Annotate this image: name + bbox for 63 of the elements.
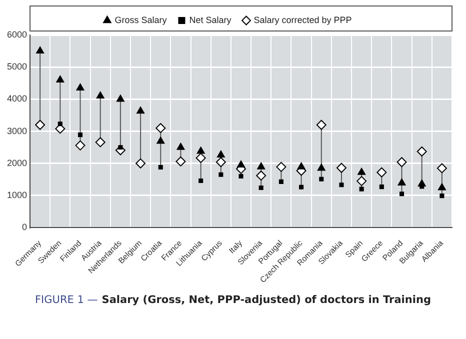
point <box>216 157 226 168</box>
point <box>359 186 364 192</box>
point <box>418 179 426 186</box>
point <box>316 120 326 130</box>
point <box>416 146 427 157</box>
point <box>218 172 224 177</box>
point <box>196 146 205 154</box>
point <box>78 132 83 138</box>
point <box>398 178 406 186</box>
point <box>317 164 326 171</box>
y-tick-label: 1000 <box>6 190 28 200</box>
point <box>158 164 163 170</box>
y-tick-label: 3000 <box>6 126 28 136</box>
point <box>136 158 146 168</box>
point <box>136 106 145 114</box>
point <box>35 120 46 130</box>
point <box>36 46 44 54</box>
point <box>95 137 106 148</box>
point <box>156 136 165 144</box>
point <box>58 122 62 126</box>
point <box>238 174 244 179</box>
point <box>276 162 286 172</box>
point <box>438 183 446 190</box>
point <box>379 184 384 190</box>
point <box>237 160 245 168</box>
point <box>436 163 447 174</box>
y-tick-label: 5000 <box>6 62 28 72</box>
point <box>376 167 387 178</box>
point <box>339 182 344 188</box>
point <box>56 75 64 82</box>
legend-label: Gross Salary <box>114 14 168 25</box>
legend-label: Net Salary <box>189 14 232 25</box>
point <box>118 145 123 150</box>
point <box>399 192 404 196</box>
text: Salary (Gross, Net, PPP-adjusted) of doctors in Training <box>102 294 431 306</box>
point <box>198 178 204 183</box>
point <box>256 170 266 181</box>
y-tick-label: 6000 <box>6 29 28 40</box>
point <box>216 150 225 158</box>
point <box>440 194 444 198</box>
point <box>319 176 324 182</box>
point <box>278 179 284 184</box>
y-tick-label: 2000 <box>6 158 28 168</box>
point <box>258 186 264 190</box>
caption: FIGURE 1 — <box>35 294 98 306</box>
y-tick-label: 4000 <box>6 94 28 104</box>
point <box>356 176 367 186</box>
point <box>176 142 185 150</box>
point <box>116 94 124 102</box>
point <box>96 91 104 98</box>
point <box>358 168 366 175</box>
point <box>176 156 186 166</box>
point <box>336 162 346 173</box>
point <box>156 123 166 134</box>
point <box>396 157 407 168</box>
legend-label: Salary corrected by PPP <box>254 14 352 25</box>
point <box>75 140 86 150</box>
y-tick-label: 0 <box>22 222 28 232</box>
point <box>257 162 266 170</box>
point <box>76 83 84 90</box>
point <box>297 162 306 170</box>
point <box>196 152 206 163</box>
point <box>299 184 304 190</box>
